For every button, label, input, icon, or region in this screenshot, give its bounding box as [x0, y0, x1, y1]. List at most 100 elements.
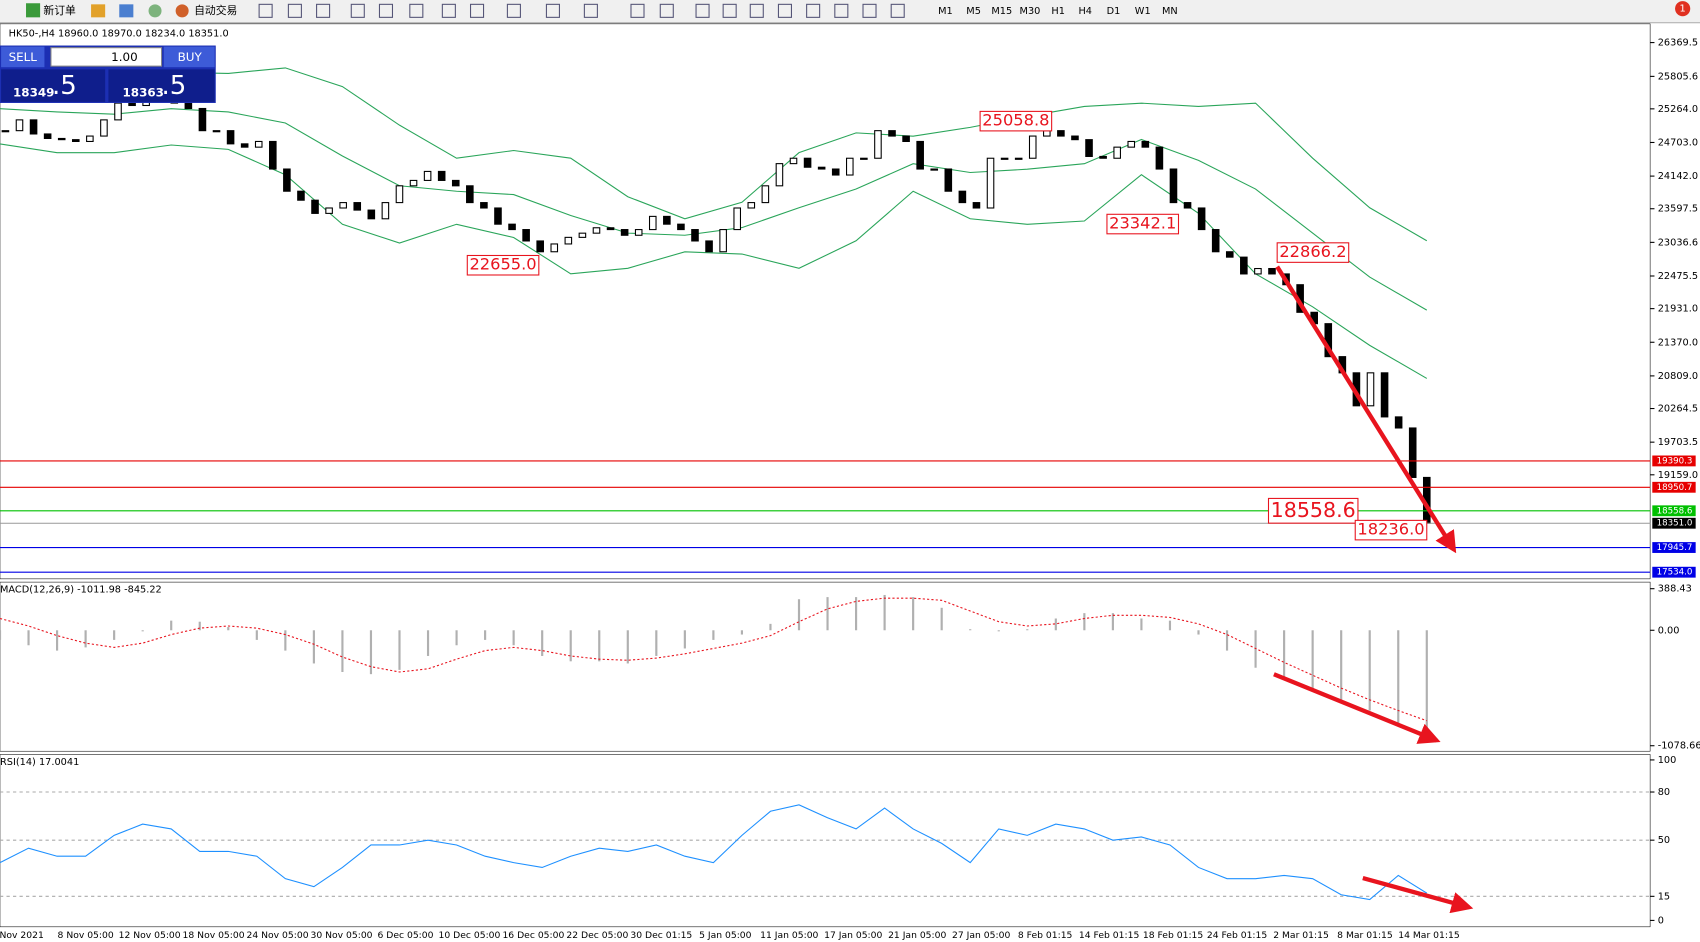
toolbar-icon[interactable]	[148, 4, 162, 18]
sell-button[interactable]	[1, 46, 45, 68]
buy-label: BUY	[178, 50, 203, 64]
toolbar-icon[interactable]	[441, 3, 456, 18]
candle	[254, 140, 263, 148]
lots-input[interactable]	[50, 47, 163, 67]
new-order-button[interactable]: 新订单	[43, 3, 76, 17]
y-tick-label: 21931.0	[1658, 304, 1698, 315]
candle	[958, 190, 967, 204]
timeframe-button[interactable]: H1	[1051, 6, 1065, 17]
candle	[466, 185, 474, 204]
x-tick-label: 8 Mar 01:15	[1337, 930, 1393, 941]
x-tick-label: 10 Dec 05:00	[438, 930, 500, 941]
y-tick-label: 80	[1658, 787, 1670, 798]
toolbar-icon[interactable]	[316, 3, 331, 18]
candle	[480, 202, 488, 209]
toolbar-icon[interactable]	[287, 3, 302, 18]
toolbar-icon[interactable]	[469, 3, 485, 18]
toolbar-icon[interactable]	[378, 3, 394, 18]
y-tick-label: 100	[1658, 755, 1677, 766]
toolbar-icon[interactable]	[350, 3, 365, 18]
candle	[1408, 427, 1417, 478]
candle	[888, 130, 896, 137]
candle	[874, 130, 882, 159]
toolbar-icons: M1 M5 M15 M30 H1 H4 D1 W1 MN	[258, 3, 1178, 18]
candle	[297, 190, 305, 201]
y-tick-label: 0	[1658, 915, 1664, 926]
new-order-icon[interactable]	[26, 3, 41, 18]
candle	[930, 168, 939, 171]
x-tick-label: Nov 2021	[0, 930, 44, 941]
y-tick-label: 23036.6	[1658, 237, 1698, 248]
toolbar-icon[interactable]	[91, 4, 106, 18]
chart-header: HK50-,H4 18960.0 18970.0 18234.0 18351.0	[9, 29, 229, 40]
timeframe-button[interactable]: MN	[1162, 6, 1178, 17]
toolbar-icon[interactable]	[119, 4, 134, 18]
x-tick-label: 5 Jan 05:00	[699, 930, 752, 941]
toolbar-icon[interactable]	[777, 3, 792, 18]
level-label: 18351.0	[1657, 519, 1693, 529]
candle	[283, 168, 291, 192]
candle	[1, 130, 10, 133]
y-tick-label: 24142.0	[1658, 171, 1698, 182]
bid-pips: .5	[52, 71, 77, 101]
sell-price-box[interactable]	[1, 69, 106, 102]
x-tick-label: 18 Feb 01:15	[1143, 930, 1204, 941]
level-badge	[1652, 542, 1696, 553]
price-label: 25058.8	[982, 111, 1049, 130]
trend-arrow	[1275, 265, 1457, 554]
toolbar-icon[interactable]	[806, 3, 821, 18]
candle	[916, 140, 924, 170]
notification-badge[interactable]	[1675, 1, 1691, 17]
price-label-box	[979, 110, 1053, 132]
candle	[1183, 202, 1192, 209]
timeframe-button[interactable]: H4	[1078, 6, 1092, 17]
toolbar-icon[interactable]	[545, 3, 560, 18]
trend-arrow	[1362, 875, 1474, 914]
price-label-box	[1267, 497, 1359, 524]
buy-price-box[interactable]	[108, 69, 215, 102]
candle	[1254, 267, 1262, 275]
toolbar-icon[interactable]	[506, 3, 521, 18]
toolbar	[0, 0, 1700, 23]
candle	[705, 240, 713, 253]
timeframe-button[interactable]: W1	[1135, 6, 1151, 17]
toolbar-icon[interactable]	[834, 3, 849, 18]
toolbar-icon[interactable]	[695, 3, 710, 18]
candle	[860, 157, 868, 160]
candle	[719, 229, 727, 253]
candle	[395, 185, 404, 204]
candle	[648, 215, 657, 231]
toolbar-icon[interactable]	[258, 3, 273, 18]
timeframe-button[interactable]: D1	[1107, 6, 1121, 17]
timeframe-button[interactable]: M15	[991, 6, 1012, 17]
level-label: 18558.6	[1657, 506, 1693, 516]
y-tick-label: 24703.0	[1658, 137, 1698, 148]
timeframe-button[interactable]: M30	[1020, 6, 1041, 17]
candle	[789, 157, 798, 165]
auto-trading-icon[interactable]	[175, 4, 189, 18]
candle	[43, 133, 52, 140]
candle	[1197, 207, 1206, 231]
toolbar-icon[interactable]	[722, 3, 737, 18]
toolbar-icon[interactable]	[583, 3, 598, 18]
auto-trading-button[interactable]: 自动交易	[194, 3, 237, 17]
toolbar-icon[interactable]	[890, 3, 905, 18]
candle	[761, 185, 770, 204]
timeframe-button[interactable]: M1	[938, 6, 953, 17]
x-tick-label: 12 Nov 05:00	[119, 930, 181, 941]
toolbar-icon[interactable]	[749, 3, 764, 18]
price-label: 22655.0	[469, 255, 536, 274]
toolbar-icon[interactable]	[862, 3, 877, 18]
y-tick-label: 15	[1658, 891, 1670, 902]
price-label-box	[1276, 242, 1350, 263]
toolbar-icon[interactable]	[409, 3, 424, 18]
toolbar-icon[interactable]	[630, 3, 645, 18]
level-badge	[1652, 505, 1696, 517]
buy-button[interactable]	[163, 46, 215, 68]
sell-label: SELL	[9, 50, 38, 64]
candle	[325, 207, 333, 214]
timeframe-button[interactable]: M5	[966, 6, 981, 17]
x-tick-label: 27 Jan 05:00	[952, 930, 1010, 941]
toolbar-icon[interactable]	[659, 3, 674, 18]
